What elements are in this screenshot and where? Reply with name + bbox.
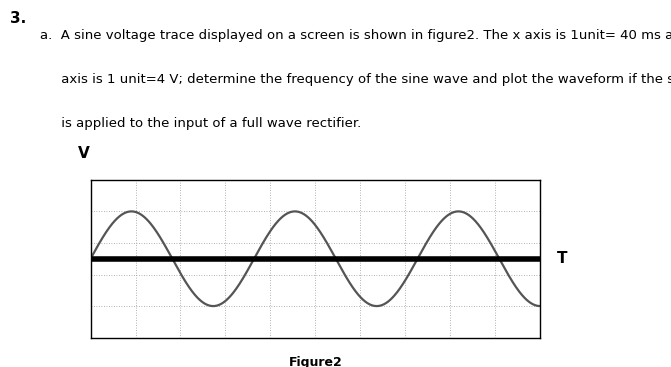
Text: a.  A sine voltage trace displayed on a screen is shown in figure2. The x axis i: a. A sine voltage trace displayed on a s… — [40, 29, 671, 42]
Text: T: T — [557, 251, 568, 266]
Text: Figure2: Figure2 — [289, 356, 342, 367]
Text: axis is 1 unit=4 V; determine the frequency of the sine wave and plot the wavefo: axis is 1 unit=4 V; determine the freque… — [40, 73, 671, 86]
Text: is applied to the input of a full wave rectifier.: is applied to the input of a full wave r… — [40, 117, 362, 130]
Text: 3.: 3. — [10, 11, 26, 26]
Text: V: V — [78, 146, 90, 161]
